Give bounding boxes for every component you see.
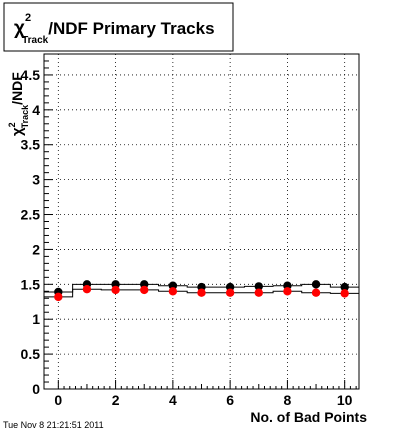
y-tick-label: 3 — [32, 172, 40, 188]
y-tick-label: 3.5 — [21, 137, 41, 153]
x-tick-label: 8 — [284, 392, 292, 408]
y-tick-label: 1 — [32, 311, 40, 327]
y-tick-label: 0 — [32, 381, 40, 397]
y-tick-label: 2.5 — [21, 207, 41, 223]
y-tick-label: 4.5 — [21, 67, 41, 83]
x-tick-label: 2 — [112, 392, 120, 408]
x-axis-label: No. of Bad Points — [250, 409, 367, 425]
y-tick-label: 0.5 — [21, 346, 41, 362]
y-axis-label-chi: χ — [9, 127, 26, 136]
data-point — [254, 288, 263, 297]
data-point — [340, 289, 349, 298]
title-rest: /NDF Primary Tracks — [48, 19, 214, 38]
data-point — [283, 287, 292, 296]
x-axis: 0 2 4 6 8 10 — [54, 380, 357, 408]
grid — [44, 54, 359, 389]
series-line — [44, 288, 359, 298]
data-point — [140, 285, 149, 295]
y-axis-label-sub: Track — [20, 104, 30, 129]
title-chi: χ — [14, 18, 25, 39]
data-point — [168, 287, 178, 296]
timestamp: Tue Nov 8 21:21:51 2011 — [3, 420, 104, 430]
data-point — [340, 282, 349, 292]
series-1 — [44, 284, 359, 302]
y-tick-label: 2 — [32, 241, 40, 257]
title-sup: 2 — [25, 12, 31, 24]
data-point — [254, 282, 263, 291]
series-layer — [44, 280, 359, 302]
x-tick-label: 6 — [226, 392, 234, 408]
x-tick-label: 4 — [169, 392, 177, 408]
title-sub: Track — [22, 35, 49, 46]
x-tick-label: 0 — [54, 392, 62, 408]
y-axis: 0 0.5 1 1.5 2 2.5 3 3.5 4 4.5 — [21, 53, 53, 397]
y-tick-label: 1.5 — [21, 276, 41, 292]
title-text: χ2 Track/NDF Primary Tracks — [14, 12, 215, 46]
y-tick-label: 4 — [32, 102, 40, 118]
data-point — [311, 288, 321, 297]
y-axis-label-sup: 2 — [7, 122, 17, 127]
data-point — [225, 288, 235, 297]
data-point — [111, 285, 120, 295]
y-axis-label: χ2 Track/NDF — [7, 72, 30, 136]
series-line — [44, 283, 359, 293]
data-point — [82, 284, 92, 294]
data-point — [311, 280, 321, 289]
y-axis-label-rest: /NDF — [9, 72, 25, 105]
data-point — [197, 288, 206, 297]
plot-frame — [43, 53, 360, 390]
x-tick-label: 10 — [337, 392, 353, 408]
title-box: χ2 Track/NDF Primary Tracks — [3, 2, 234, 52]
data-point — [54, 292, 63, 302]
